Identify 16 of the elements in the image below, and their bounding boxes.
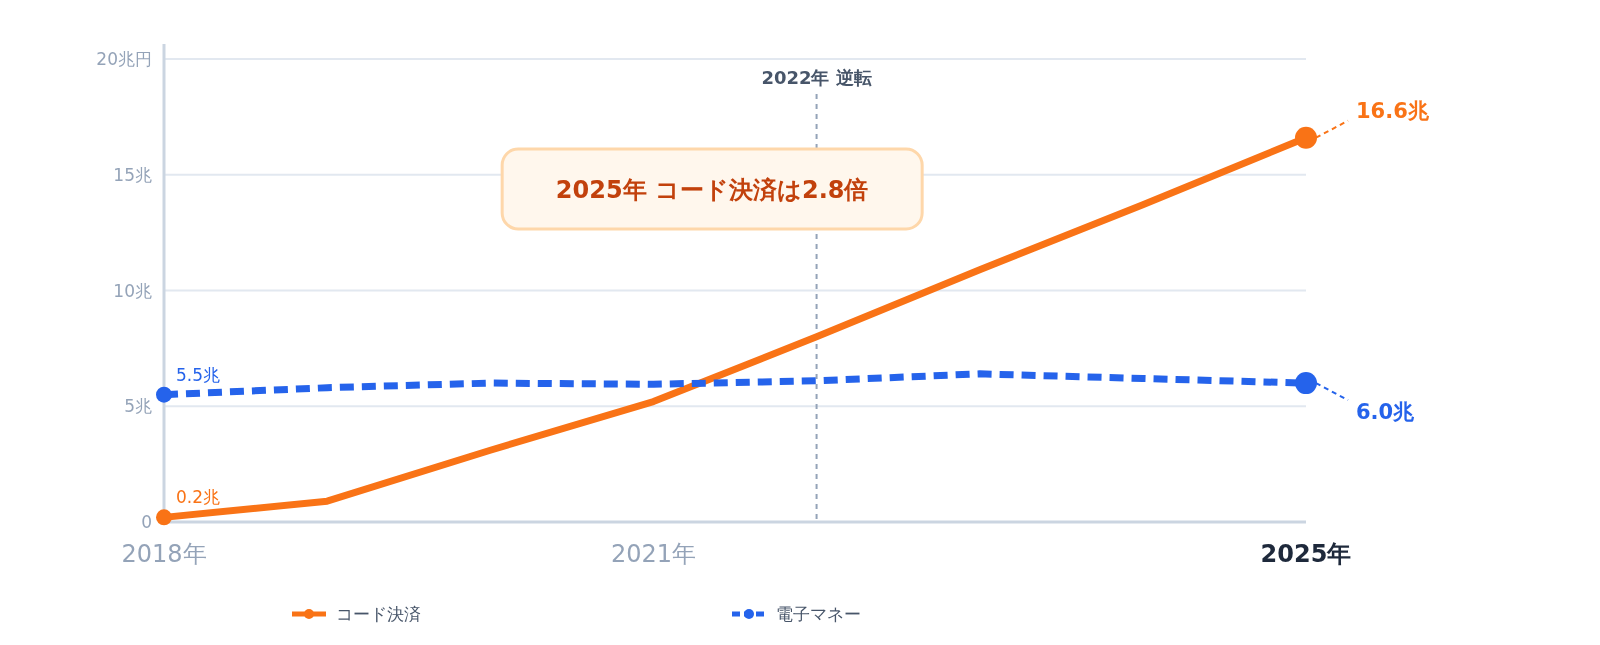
y-tick-label: 0 (141, 512, 152, 532)
y-tick-label: 5兆 (124, 396, 152, 417)
legend-label: 電子マネー (776, 604, 861, 624)
x-tick-label: 2025年 (1260, 540, 1352, 568)
data-label: 16.6兆 (1356, 98, 1430, 123)
data-label: 0.2兆 (176, 487, 221, 508)
y-tick-label: 15兆 (113, 164, 152, 185)
y-tick-label: 20兆円 (96, 49, 152, 69)
x-tick-label: 2018年 (121, 540, 207, 568)
annotation: 2025年 コード決済は2.8倍 (555, 176, 869, 204)
y-tick-label: 10兆 (113, 280, 152, 301)
x-tick-label: 2021年 (610, 540, 696, 568)
data-label: 6.0兆 (1356, 400, 1416, 425)
legend-label: コード決済 (336, 604, 421, 624)
ref-line-label: 2022年 逆転 (761, 67, 872, 88)
data-label: 5.5兆 (176, 364, 221, 385)
